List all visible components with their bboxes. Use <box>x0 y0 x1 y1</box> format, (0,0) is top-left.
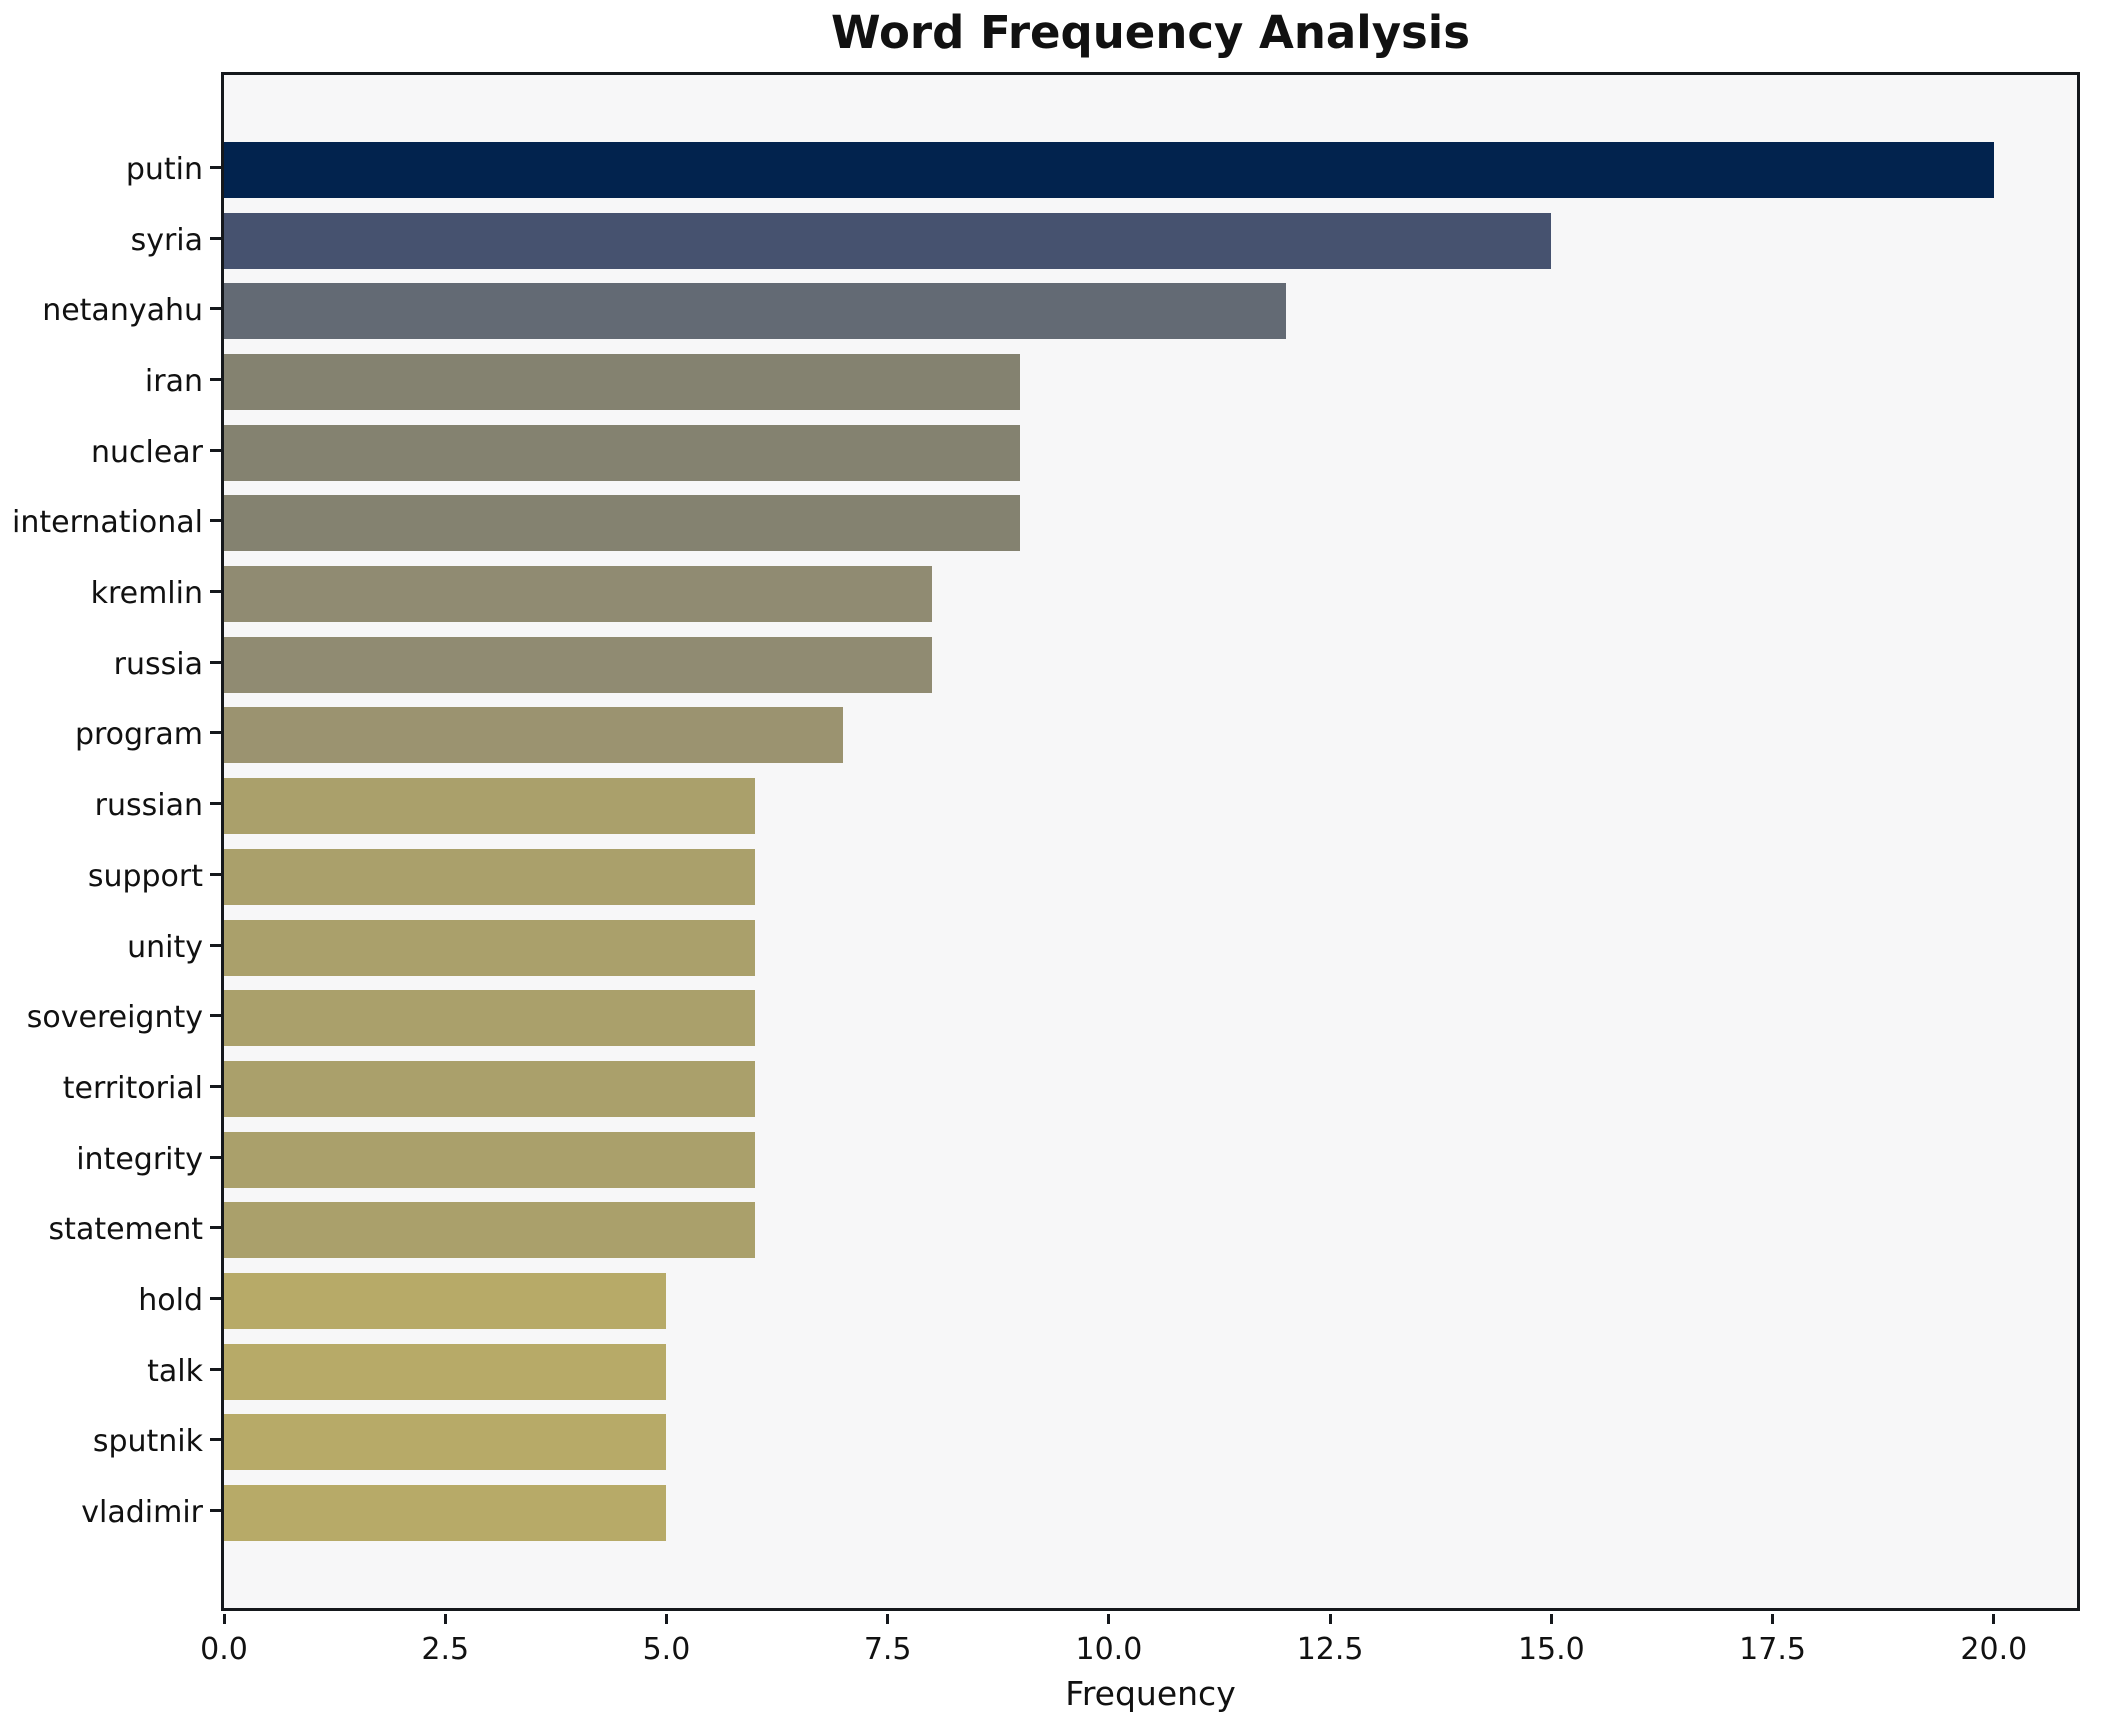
y-tick-mark <box>210 1014 221 1018</box>
bar-iran <box>224 354 1021 411</box>
y-tick-label-talk: talk <box>147 1353 203 1389</box>
y-tick-label-integrity: integrity <box>76 1141 203 1177</box>
y-tick-mark <box>210 802 221 806</box>
y-tick-label-syria: syria <box>130 222 203 258</box>
bar-program <box>224 707 844 764</box>
y-tick-label-nuclear: nuclear <box>90 434 203 470</box>
y-tick-label-putin: putin <box>125 152 203 187</box>
x-tick-mark <box>443 1614 447 1624</box>
y-tick-mark <box>210 731 221 735</box>
y-tick-label-sovereignty: sovereignty <box>26 1000 203 1036</box>
y-tick-label-sputnik: sputnik <box>92 1424 203 1460</box>
y-tick-mark <box>210 943 221 947</box>
x-tick-label-15.0: 15.0 <box>1517 1632 1585 1667</box>
bar-international <box>224 495 1021 552</box>
y-tick-label-statement: statement <box>48 1212 203 1248</box>
bar-territorial <box>224 1060 755 1117</box>
chart-title: Word Frequency Analysis <box>830 6 1471 59</box>
y-tick-label-russia: russia <box>113 646 203 682</box>
x-tick-label-7.5: 7.5 <box>863 1632 912 1667</box>
bar-unity <box>224 919 755 976</box>
y-tick-label-support: support <box>87 858 203 894</box>
y-tick-label-kremlin: kremlin <box>90 576 203 612</box>
x-tick-mark <box>1107 1614 1111 1624</box>
bar-netanyahu <box>224 283 1286 340</box>
bar-russian <box>224 778 755 835</box>
x-axis-label: Frequency <box>1065 1674 1236 1713</box>
y-tick-label-vladimir: vladimir <box>81 1495 203 1530</box>
bar-integrity <box>224 1131 755 1188</box>
y-tick-mark <box>210 1296 221 1300</box>
y-tick-label-territorial: territorial <box>62 1070 203 1106</box>
y-tick-mark <box>210 519 221 523</box>
bar-putin <box>224 142 1994 198</box>
x-tick-mark <box>1328 1614 1332 1624</box>
x-tick-mark <box>1771 1614 1775 1624</box>
y-tick-mark <box>210 590 221 594</box>
x-tick-mark <box>1992 1614 1996 1624</box>
x-tick-label-0.0: 0.0 <box>200 1632 248 1667</box>
y-tick-label-unity: unity <box>127 929 203 965</box>
y-tick-mark <box>210 1155 221 1159</box>
y-tick-mark <box>210 166 221 169</box>
x-tick-label-17.5: 17.5 <box>1739 1632 1806 1667</box>
y-tick-mark <box>210 236 221 240</box>
y-tick-mark <box>210 448 221 452</box>
y-tick-mark <box>210 1226 221 1230</box>
y-tick-mark <box>210 307 221 311</box>
bar-support <box>224 848 755 905</box>
plot-area <box>221 72 2080 1611</box>
bar-russia <box>224 636 932 693</box>
y-tick-mark <box>210 872 221 876</box>
x-tick-mark <box>1549 1614 1553 1624</box>
bar-statement <box>224 1202 755 1259</box>
bar-sovereignty <box>224 990 755 1047</box>
bar-nuclear <box>224 424 1021 481</box>
y-tick-mark <box>210 378 221 382</box>
y-tick-label-iran: iran <box>144 364 203 400</box>
y-tick-mark <box>210 1367 221 1371</box>
x-tick-mark <box>222 1614 226 1624</box>
y-tick-label-international: international <box>12 505 203 541</box>
x-tick-mark <box>886 1614 890 1624</box>
bar-hold <box>224 1272 667 1329</box>
y-tick-label-hold: hold <box>138 1282 203 1318</box>
y-tick-mark <box>210 1084 221 1088</box>
y-tick-mark <box>210 1509 221 1512</box>
x-tick-label-2.5: 2.5 <box>421 1632 470 1667</box>
y-tick-mark <box>210 660 221 664</box>
y-tick-label-program: program <box>74 717 203 753</box>
x-tick-mark <box>664 1614 668 1624</box>
y-tick-label-russian: russian <box>94 788 203 824</box>
x-tick-label-5.0: 5.0 <box>642 1632 691 1667</box>
x-tick-label-12.5: 12.5 <box>1296 1632 1364 1667</box>
x-tick-label-20.0: 20.0 <box>1960 1632 2028 1667</box>
bar-talk <box>224 1343 667 1400</box>
y-tick-label-netanyahu: netanyahu <box>42 293 203 329</box>
bar-kremlin <box>224 566 932 623</box>
bar-vladimir <box>224 1485 667 1541</box>
bar-sputnik <box>224 1414 667 1471</box>
y-tick-mark <box>210 1438 221 1442</box>
bar-syria <box>224 212 1552 269</box>
x-tick-label-10.0: 10.0 <box>1075 1632 1143 1667</box>
